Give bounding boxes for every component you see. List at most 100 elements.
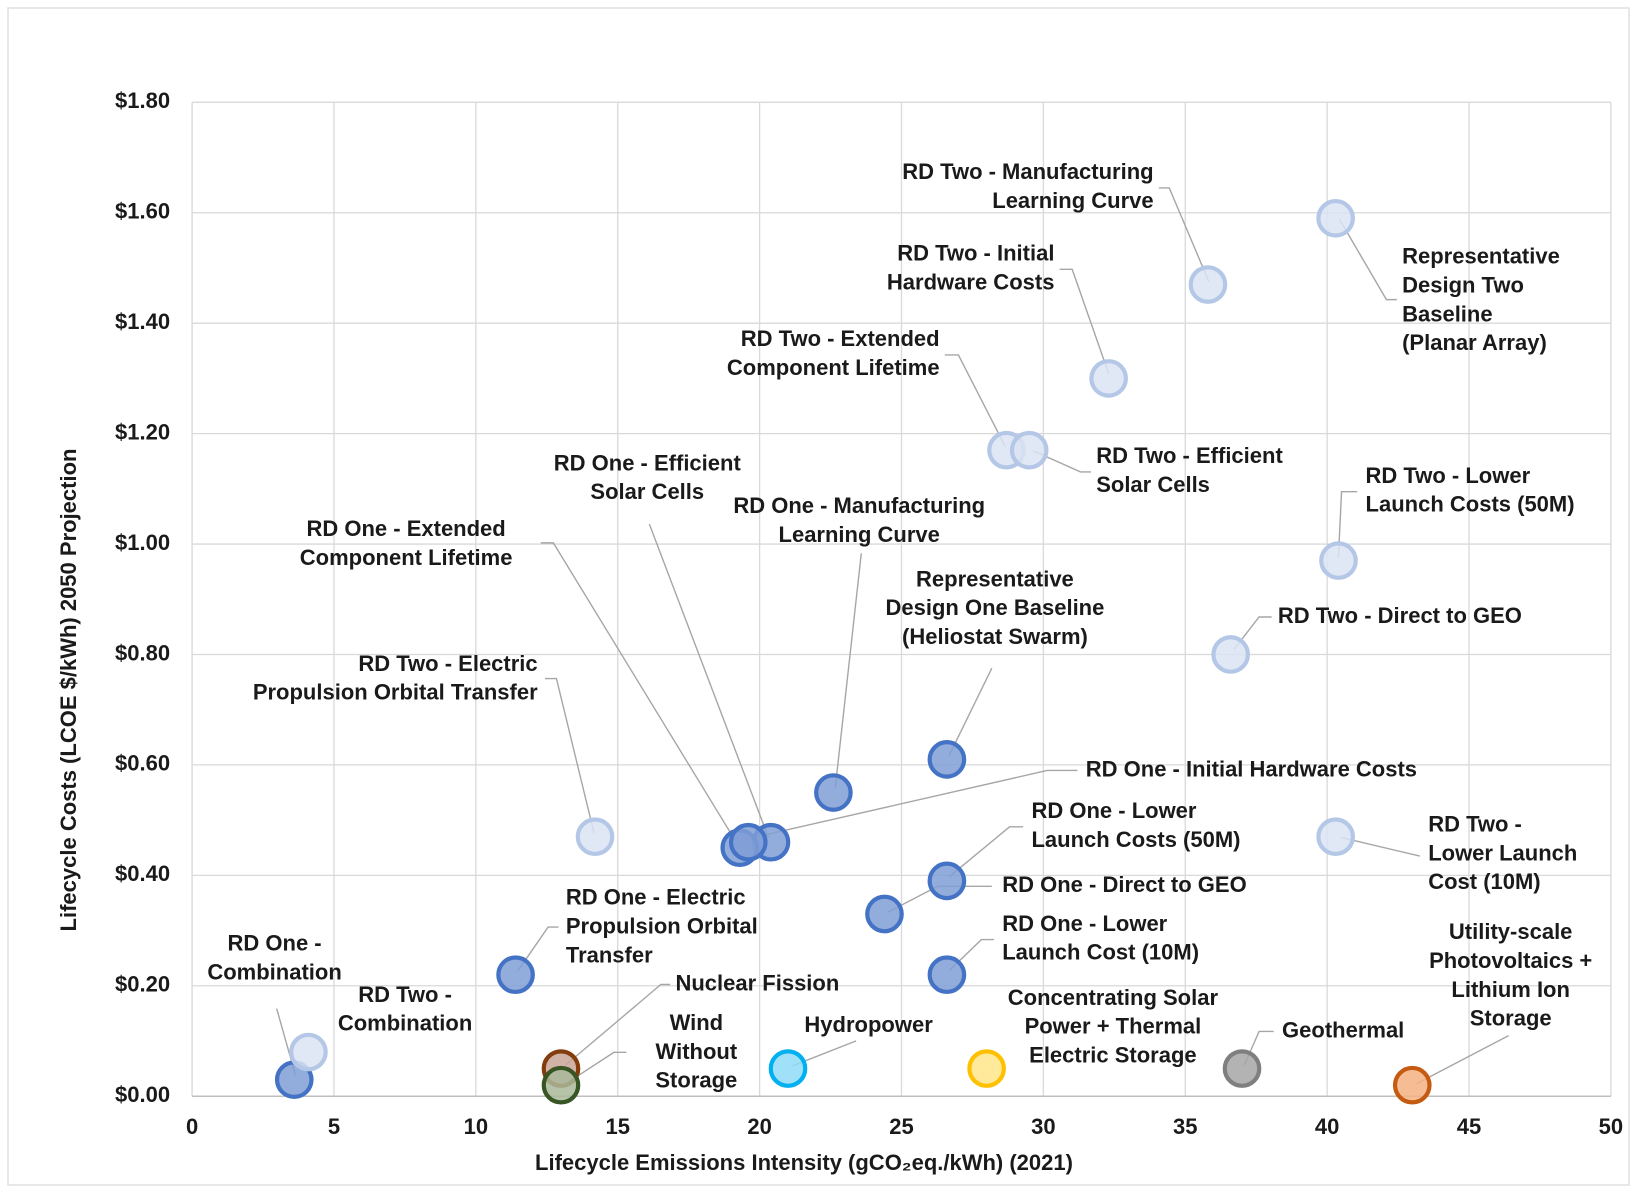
leader-line — [544, 677, 595, 834]
leader-line — [565, 1051, 627, 1085]
point — [541, 1065, 581, 1105]
point-label: Nuclear Fission — [675, 970, 839, 995]
frame — [7, 7, 1630, 1186]
leader-line — [1338, 218, 1397, 301]
point-label: RD One - Electric — [566, 885, 746, 910]
point-label: Representative — [1402, 244, 1560, 269]
leader-line — [944, 354, 1007, 448]
point-label: Combination — [207, 959, 341, 984]
point-label: Storage — [1470, 1006, 1552, 1031]
leader-line — [1337, 491, 1358, 558]
point-label: Solar Cells — [590, 479, 704, 504]
point-label: Component Lifetime — [727, 355, 940, 380]
point-label: Launch Cost (10M) — [1002, 940, 1199, 965]
point — [967, 1049, 1006, 1088]
point-label: Hydropower — [804, 1012, 933, 1037]
point-label: (Heliostat Swarm) — [902, 624, 1088, 649]
point-label: RD Two - Direct to GEO — [1278, 603, 1522, 628]
point — [927, 740, 967, 779]
point — [1089, 359, 1128, 398]
point-label: Propulsion Orbital Transfer — [253, 680, 538, 705]
y-tick-label: $0.80 — [115, 640, 170, 665]
y-tick-label: $1.60 — [115, 199, 170, 224]
x-tick-label: 10 — [464, 1114, 488, 1139]
point-label: Component Lifetime — [300, 545, 513, 570]
point — [575, 817, 615, 857]
point-label: Utility-scale — [1449, 919, 1573, 944]
leader-line — [1416, 1035, 1509, 1085]
leader-line — [1233, 616, 1272, 650]
point — [1316, 198, 1355, 238]
x-tick-label: 45 — [1457, 1114, 1481, 1139]
point — [1188, 265, 1228, 304]
x-tick-label: 35 — [1173, 1114, 1197, 1139]
point-label: RD One - Lower — [1031, 798, 1196, 823]
point-label: Baseline — [1402, 301, 1493, 326]
leader-line — [948, 667, 993, 757]
point — [496, 955, 535, 995]
point-label: RD Two - — [358, 982, 452, 1007]
leader-line — [1033, 450, 1091, 473]
point — [927, 861, 967, 901]
point-label: Cost (10M) — [1428, 869, 1540, 894]
point-label: (Planar Array) — [1402, 330, 1547, 355]
leader-line — [745, 769, 1078, 841]
point-label: RD One - — [228, 931, 322, 956]
x-tick-label: 0 — [186, 1114, 198, 1139]
leader-line — [648, 523, 770, 838]
point-label: RD Two - — [1428, 812, 1522, 837]
point — [1211, 635, 1250, 674]
point-label: Learning Curve — [992, 188, 1153, 213]
leader-line — [517, 926, 559, 972]
point-label: Lower Launch — [1428, 840, 1577, 865]
point — [728, 822, 768, 862]
point-label: RD Two - Lower — [1366, 463, 1531, 488]
point-label: RD One - Extended — [306, 516, 505, 541]
point-label: Design One Baseline — [886, 595, 1105, 620]
y-tick-label: $1.40 — [115, 309, 170, 334]
leaders — [275, 187, 1509, 1085]
point-label: Transfer — [566, 942, 653, 967]
point-label: Design Two — [1402, 272, 1524, 297]
point-label: RD One - Manufacturing — [733, 493, 985, 518]
x-tick-label: 25 — [889, 1114, 913, 1139]
x-axis-title: Lifecycle Emissions Intensity (gCO₂eq./k… — [535, 1150, 1073, 1175]
point-label: Representative — [916, 566, 1074, 591]
point-label: RD Two - Efficient — [1096, 443, 1283, 468]
point-label: Electric Storage — [1029, 1043, 1197, 1068]
point — [1009, 430, 1049, 470]
y-tick-label: $1.20 — [115, 419, 170, 444]
point-label: RD One - Efficient — [554, 450, 742, 475]
point — [1319, 541, 1358, 580]
x-tick-label: 40 — [1315, 1114, 1339, 1139]
y-tick-label: $0.00 — [115, 1082, 170, 1107]
point-label: Storage — [655, 1068, 737, 1093]
x-tick-label: 5 — [328, 1114, 340, 1139]
point-label: Hardware Costs — [887, 269, 1055, 294]
leader-line — [540, 542, 738, 844]
point-label: RD One - Direct to GEO — [1002, 872, 1246, 897]
leader-line — [565, 983, 671, 1066]
point — [1316, 817, 1355, 857]
point-label: RD Two - Initial — [897, 241, 1054, 266]
point-label: Launch Costs (50M) — [1031, 827, 1240, 852]
point-label: RD Two - Electric — [358, 651, 537, 676]
leader-line — [834, 553, 862, 789]
y-tick-label: $0.40 — [115, 861, 170, 886]
y-axis-title: Lifecycle Costs (LCOE $/kWh) 2050 Projec… — [56, 449, 81, 932]
point — [1222, 1049, 1262, 1088]
point — [865, 894, 904, 934]
leader-line — [948, 826, 1024, 878]
y-tick-label: $0.60 — [115, 751, 170, 776]
leader-line — [1059, 268, 1110, 374]
point-label: Solar Cells — [1096, 472, 1210, 497]
point — [814, 773, 853, 812]
point-label: Geothermal — [1282, 1017, 1404, 1042]
point-label: Photovoltaics + — [1429, 948, 1592, 973]
point-label: Wind — [670, 1010, 724, 1035]
y-tick-label: $0.20 — [115, 972, 170, 997]
point-label: RD Two - Extended — [741, 326, 940, 351]
point-label: RD One - Initial Hardware Costs — [1086, 756, 1417, 781]
point — [289, 1032, 328, 1072]
